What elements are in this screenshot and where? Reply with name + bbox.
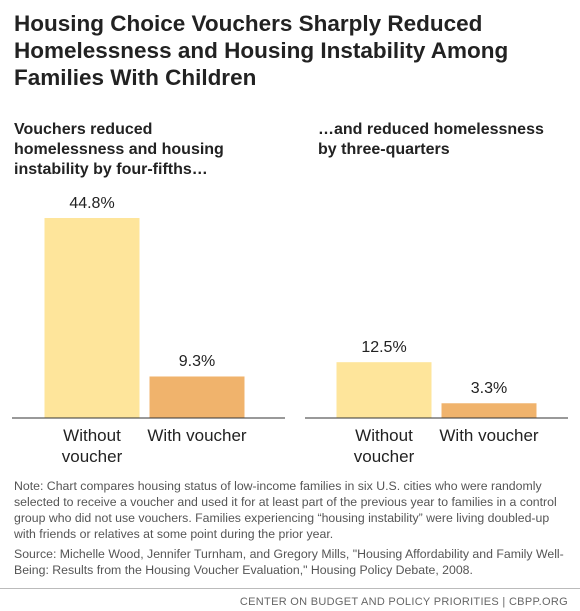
value-label: 9.3% <box>178 353 216 371</box>
x-tick-label: Without voucher <box>61 426 123 466</box>
panel-subtitle: Vouchers reduced homelessness and housin… <box>14 121 224 178</box>
footer: CENTER ON BUDGET AND POLICY PRIORITIES |… <box>239 596 568 608</box>
value-label: 44.8% <box>69 195 115 212</box>
footer-rule <box>0 588 580 589</box>
bar <box>44 218 140 418</box>
x-tick-label: With voucher <box>147 426 247 445</box>
panel-subtitle: …and reduced homelessness by three-quart… <box>318 121 544 158</box>
bar <box>441 403 537 418</box>
value-label: 3.3% <box>470 380 508 398</box>
x-tick-label: Without voucher <box>353 426 415 466</box>
page-title: Housing Choice Vouchers Sharply Reduced … <box>14 11 509 90</box>
x-tick-label: With voucher <box>439 426 539 445</box>
source: Source: Michelle Wood, Jennifer Turnham,… <box>14 547 564 577</box>
bar <box>149 376 245 418</box>
note: Note: Chart compares housing status of l… <box>14 479 557 541</box>
value-label: 12.5% <box>361 339 407 357</box>
bar <box>336 362 432 418</box>
